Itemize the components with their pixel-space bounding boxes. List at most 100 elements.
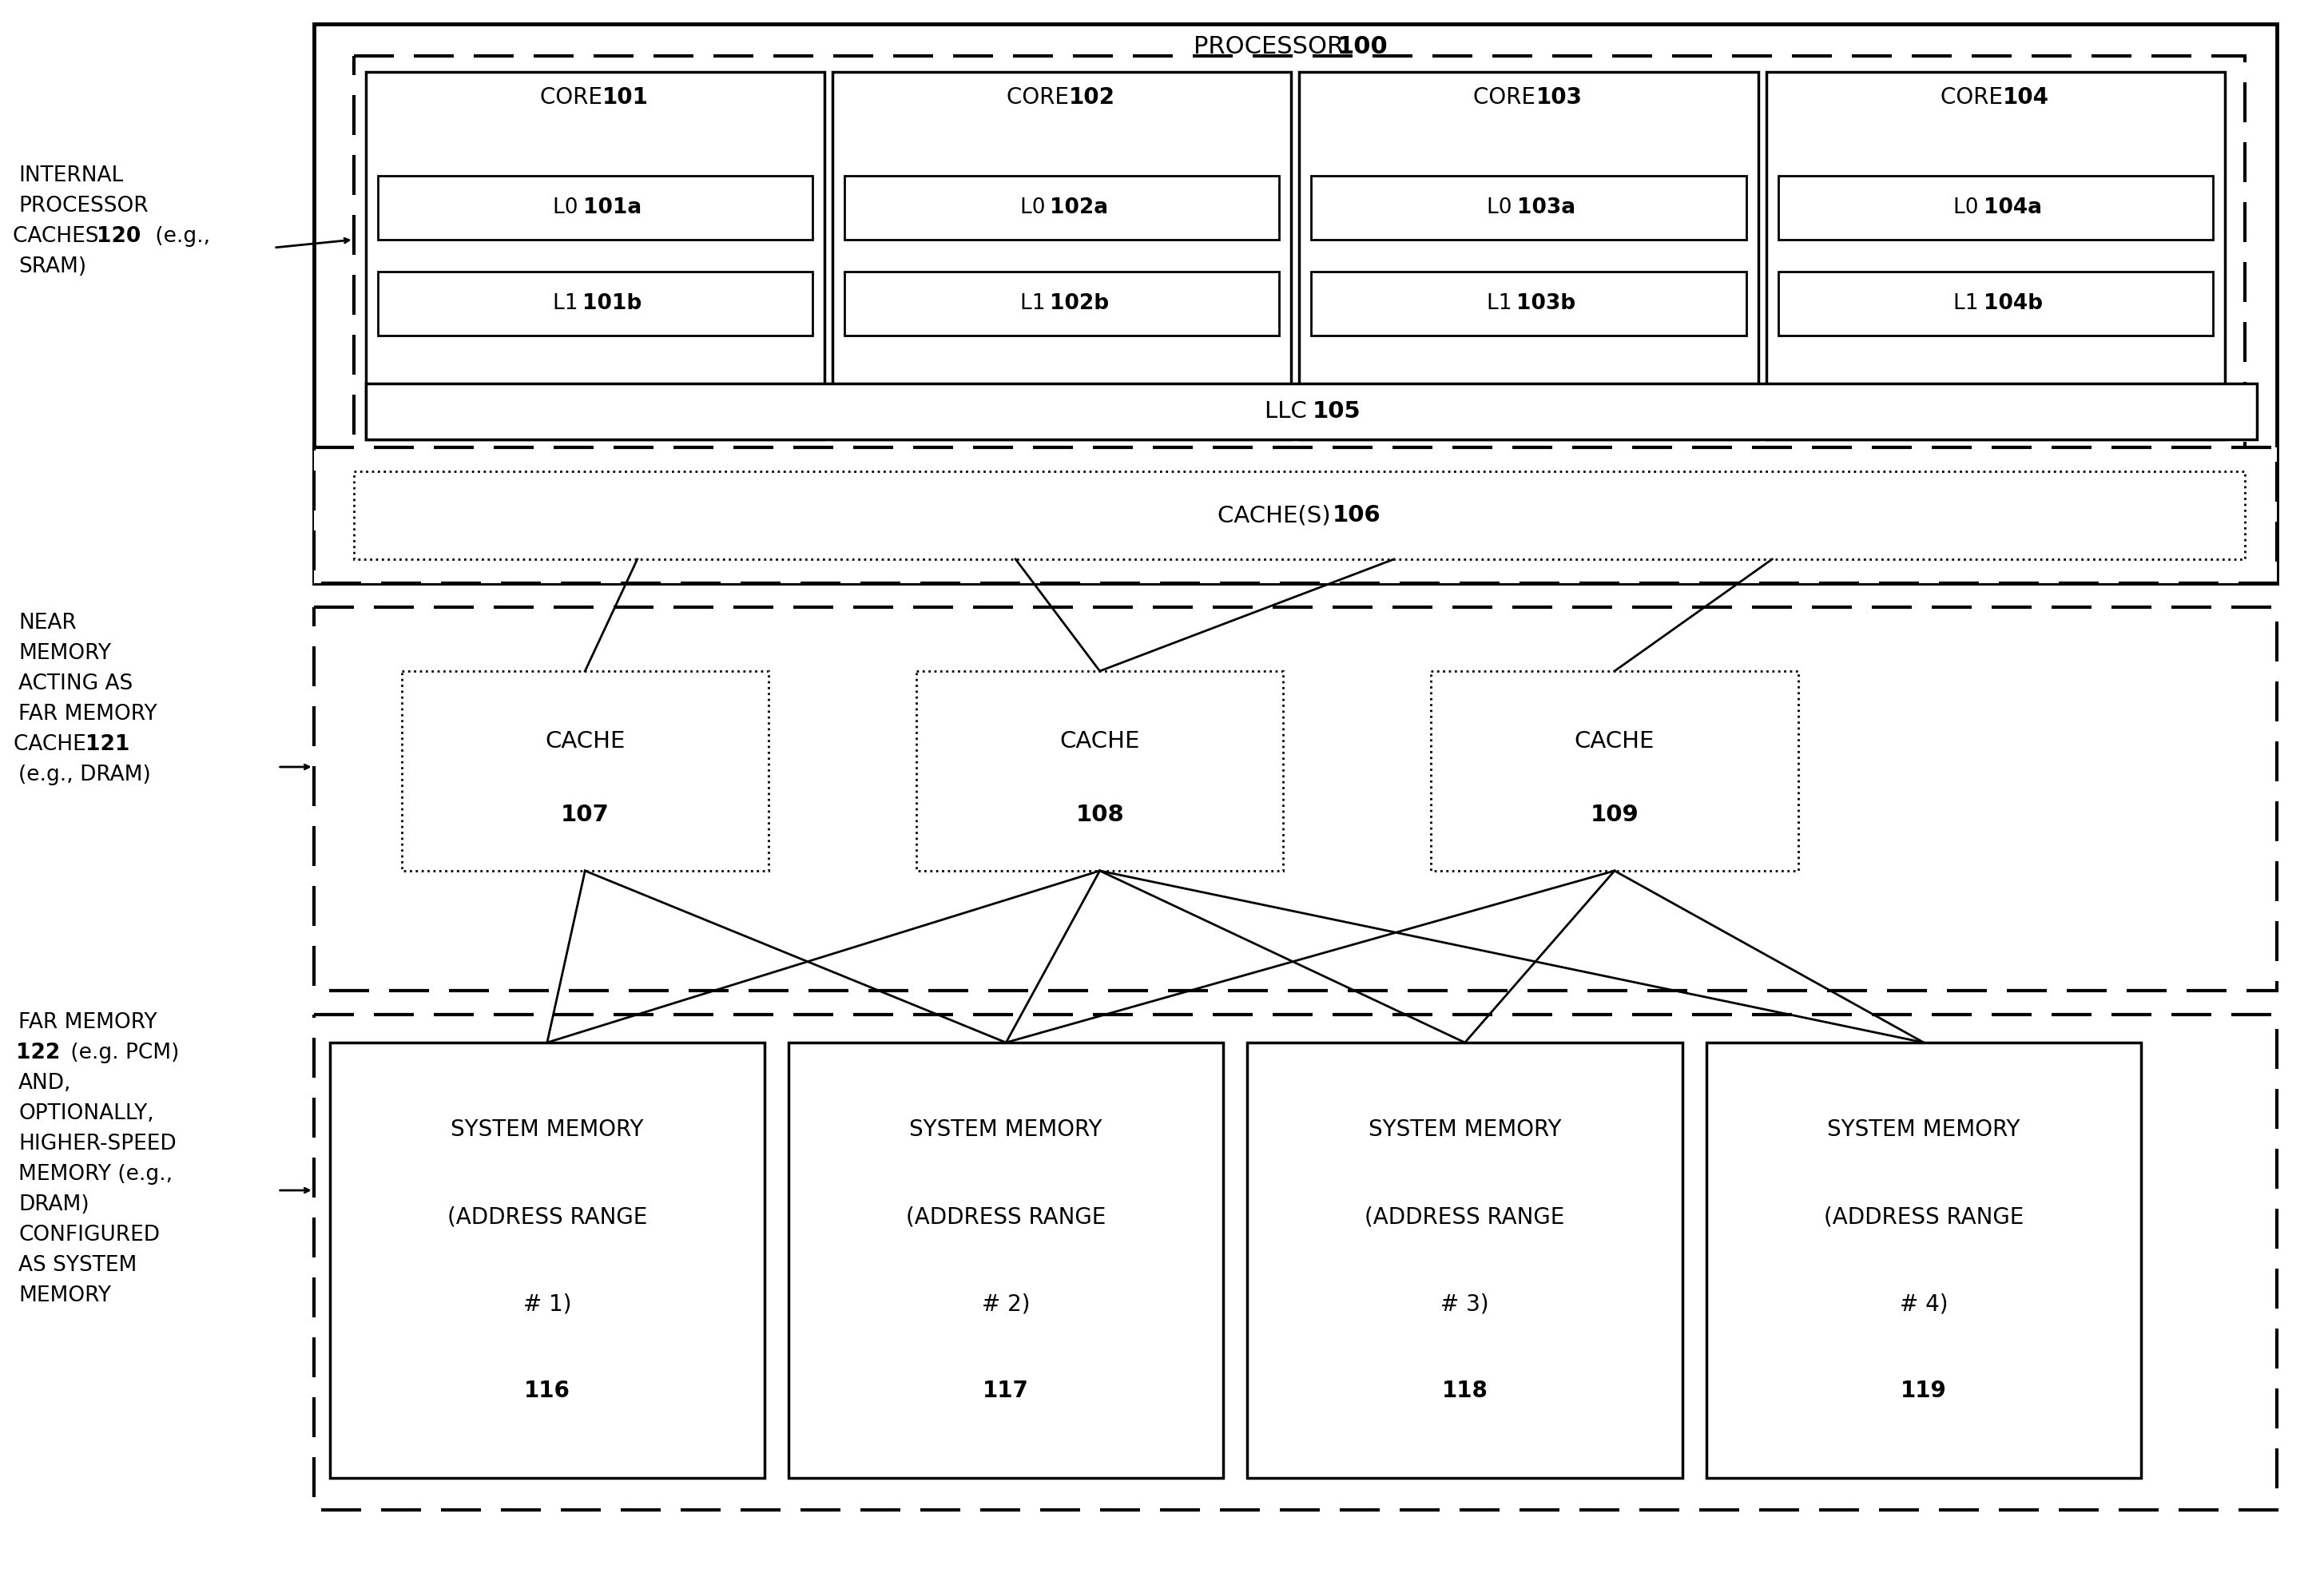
Text: CORE: CORE bbox=[1473, 87, 1543, 109]
Text: # 4): # 4) bbox=[1899, 1293, 1948, 1315]
Text: 121: 121 bbox=[86, 734, 130, 756]
Text: 100: 100 bbox=[1336, 35, 1387, 58]
Text: FAR MEMORY: FAR MEMORY bbox=[19, 704, 158, 724]
Bar bbox=[1778, 272, 2212, 335]
Text: ACTING AS: ACTING AS bbox=[19, 674, 132, 694]
Bar bbox=[844, 175, 1278, 240]
Text: (e.g.,: (e.g., bbox=[149, 226, 209, 247]
Bar bbox=[365, 384, 2257, 440]
Bar bbox=[1766, 71, 2224, 440]
Text: CACHE: CACHE bbox=[1573, 730, 1655, 753]
Text: 118: 118 bbox=[1441, 1380, 1487, 1402]
Bar bbox=[916, 670, 1283, 871]
Bar bbox=[353, 471, 2245, 560]
Bar bbox=[844, 272, 1278, 335]
Text: CACHE: CACHE bbox=[544, 730, 625, 753]
Text: 104b: 104b bbox=[1982, 292, 2043, 315]
Bar bbox=[330, 1042, 765, 1478]
Bar bbox=[1778, 175, 2212, 240]
Text: 101a: 101a bbox=[583, 198, 641, 218]
Text: 103: 103 bbox=[1536, 87, 1583, 109]
Text: PROCESSOR: PROCESSOR bbox=[1195, 35, 1353, 58]
Text: 122: 122 bbox=[16, 1042, 60, 1064]
Text: L0: L0 bbox=[1954, 198, 1985, 218]
Text: SYSTEM MEMORY: SYSTEM MEMORY bbox=[1369, 1118, 1562, 1141]
Bar bbox=[788, 1042, 1222, 1478]
Text: 102a: 102a bbox=[1050, 198, 1109, 218]
Text: SYSTEM MEMORY: SYSTEM MEMORY bbox=[909, 1118, 1102, 1141]
Text: L1: L1 bbox=[553, 292, 586, 315]
Text: AND,: AND, bbox=[19, 1073, 72, 1094]
Text: CORE: CORE bbox=[539, 87, 609, 109]
Text: # 3): # 3) bbox=[1441, 1293, 1490, 1315]
Text: AS SYSTEM: AS SYSTEM bbox=[19, 1255, 137, 1276]
Bar bbox=[1432, 670, 1799, 871]
Text: LLC: LLC bbox=[1264, 400, 1315, 422]
Text: L1: L1 bbox=[1487, 292, 1518, 315]
Text: CACHE(S): CACHE(S) bbox=[1218, 504, 1339, 526]
Text: (ADDRESS RANGE: (ADDRESS RANGE bbox=[1364, 1206, 1564, 1228]
Text: 103a: 103a bbox=[1518, 198, 1576, 218]
Text: 108: 108 bbox=[1076, 803, 1125, 825]
Text: OPTIONALLY,: OPTIONALLY, bbox=[19, 1104, 153, 1124]
Text: MEMORY: MEMORY bbox=[19, 643, 112, 664]
Text: CACHE: CACHE bbox=[1060, 730, 1139, 753]
Text: 107: 107 bbox=[560, 803, 609, 825]
Bar bbox=[376, 175, 813, 240]
Text: FAR MEMORY: FAR MEMORY bbox=[19, 1012, 158, 1032]
Text: L1: L1 bbox=[1020, 292, 1053, 315]
Text: 102: 102 bbox=[1069, 87, 1116, 109]
Text: INTERNAL: INTERNAL bbox=[19, 166, 123, 187]
Text: # 1): # 1) bbox=[523, 1293, 572, 1315]
Bar bbox=[376, 272, 813, 335]
Text: 104a: 104a bbox=[1985, 198, 2043, 218]
Text: DRAM): DRAM) bbox=[19, 1194, 88, 1216]
Text: 106: 106 bbox=[1332, 504, 1380, 526]
Bar bbox=[1248, 1042, 1683, 1478]
Text: SYSTEM MEMORY: SYSTEM MEMORY bbox=[451, 1118, 644, 1141]
Text: SRAM): SRAM) bbox=[19, 256, 86, 277]
Text: (e.g. PCM): (e.g. PCM) bbox=[63, 1042, 179, 1064]
Text: L0: L0 bbox=[1020, 198, 1053, 218]
Text: SYSTEM MEMORY: SYSTEM MEMORY bbox=[1827, 1118, 2020, 1141]
Text: MEMORY (e.g.,: MEMORY (e.g., bbox=[19, 1164, 172, 1184]
Bar bbox=[1706, 1042, 2140, 1478]
Text: 105: 105 bbox=[1313, 400, 1362, 422]
Text: 120: 120 bbox=[98, 226, 142, 247]
Bar bbox=[402, 670, 769, 871]
Text: 109: 109 bbox=[1590, 803, 1638, 825]
Bar bbox=[1311, 272, 1745, 335]
Text: HIGHER-SPEED: HIGHER-SPEED bbox=[19, 1134, 177, 1154]
Bar bbox=[314, 607, 2278, 991]
Text: L0: L0 bbox=[553, 198, 586, 218]
Text: 104: 104 bbox=[2003, 87, 2050, 109]
Text: (ADDRESS RANGE: (ADDRESS RANGE bbox=[1824, 1206, 2024, 1228]
Text: 101b: 101b bbox=[583, 292, 641, 315]
Text: CORE: CORE bbox=[1941, 87, 2010, 109]
Bar bbox=[314, 1015, 2278, 1510]
Text: (ADDRESS RANGE: (ADDRESS RANGE bbox=[446, 1206, 646, 1228]
Bar bbox=[314, 24, 2278, 583]
Text: MEMORY: MEMORY bbox=[19, 1285, 112, 1306]
Bar bbox=[314, 447, 2278, 583]
Text: NEAR: NEAR bbox=[19, 613, 77, 634]
Text: L0: L0 bbox=[1487, 198, 1518, 218]
Text: 101: 101 bbox=[602, 87, 648, 109]
Text: 103b: 103b bbox=[1518, 292, 1576, 315]
Text: L1: L1 bbox=[1954, 292, 1985, 315]
Bar bbox=[832, 71, 1292, 440]
Text: (e.g., DRAM): (e.g., DRAM) bbox=[19, 765, 151, 786]
Text: PROCESSOR: PROCESSOR bbox=[19, 196, 149, 217]
Text: # 2): # 2) bbox=[981, 1293, 1030, 1315]
Bar bbox=[365, 71, 825, 440]
Text: 102b: 102b bbox=[1050, 292, 1109, 315]
Text: 116: 116 bbox=[523, 1380, 569, 1402]
Text: CACHES: CACHES bbox=[12, 226, 105, 247]
Text: 117: 117 bbox=[983, 1380, 1030, 1402]
Text: CORE: CORE bbox=[1006, 87, 1076, 109]
Bar bbox=[353, 55, 2245, 511]
Text: CACHE: CACHE bbox=[14, 734, 93, 756]
Text: 119: 119 bbox=[1901, 1380, 1948, 1402]
Bar bbox=[1299, 71, 1759, 440]
Text: CONFIGURED: CONFIGURED bbox=[19, 1225, 160, 1246]
